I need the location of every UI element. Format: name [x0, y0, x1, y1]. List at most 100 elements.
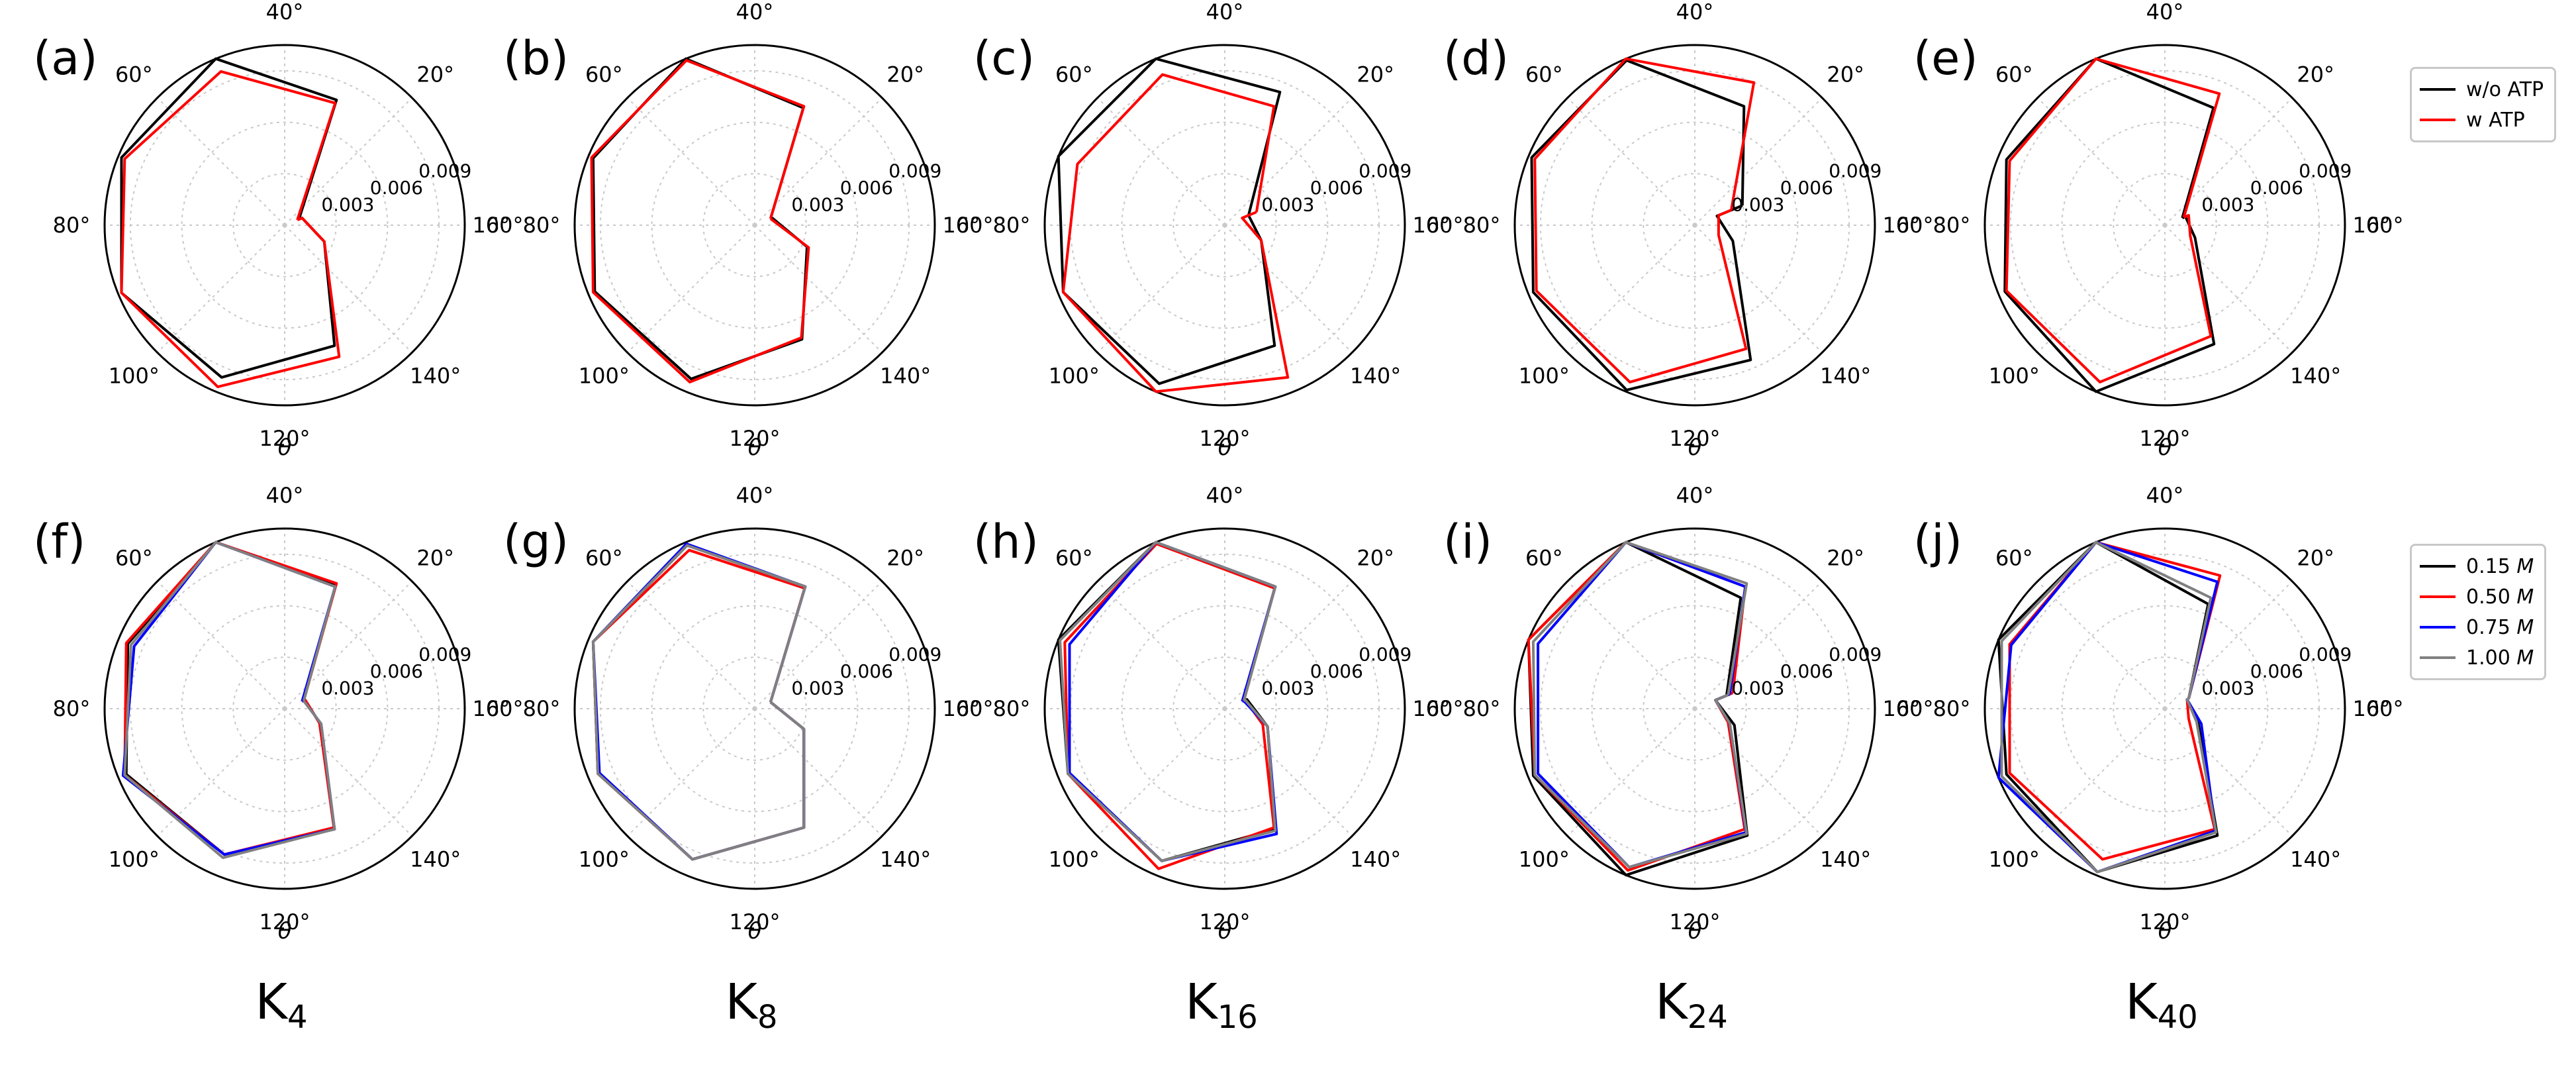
angle-tick-label: 120°: [259, 426, 310, 451]
series-line: [591, 57, 808, 381]
angle-tick-label: 140°: [2290, 847, 2341, 872]
theta-axis-label: θ: [1218, 434, 1232, 461]
radial-tick-label: 0.009: [2299, 644, 2352, 666]
angle-tick-label: 160°: [472, 696, 523, 721]
angle-tick-label: 20°: [1827, 545, 1864, 570]
angular-gridline: [284, 225, 413, 354]
radial-gridline: [1172, 173, 1277, 278]
angle-tick-label: 140°: [2290, 364, 2341, 389]
angle-tick-label: 160°: [1412, 696, 1463, 721]
angle-tick-label: 80°: [523, 213, 561, 238]
angular-gridline: [1096, 97, 1225, 226]
legend-label: 0.50 M: [2466, 585, 2534, 609]
angle-tick-label: 40°: [1676, 0, 1714, 25]
legend-label: w/o ATP: [2466, 77, 2544, 101]
radial-gridline: [1539, 553, 1850, 864]
radial-tick-label: 0.009: [1359, 644, 1411, 666]
series-line: [1063, 542, 1276, 870]
radial-gridline: [181, 121, 389, 329]
column-label-k8: K8: [652, 974, 851, 1036]
angle-tick-label: 140°: [410, 364, 461, 389]
angle-tick-label: 80°: [993, 696, 1031, 721]
angular-gridline: [626, 580, 755, 709]
radial-tick-label: 0.003: [321, 194, 374, 216]
angular-gridline: [626, 97, 755, 226]
angular-gridline: [284, 708, 413, 837]
column-label-k16: K16: [1122, 974, 1321, 1036]
legend-unit: M: [2516, 615, 2534, 639]
radial-gridline: [1539, 70, 1850, 381]
angle-tick-label: 100°: [579, 364, 630, 389]
legend-swatch: [2420, 656, 2456, 659]
angle-tick-label: 60°: [1995, 545, 2033, 570]
series-line: [1997, 540, 2219, 874]
angle-tick-label: 60°: [585, 62, 623, 87]
angular-gridline: [2036, 580, 2166, 709]
radial-tick-label: 0.003: [321, 678, 374, 699]
angle-tick-label: 120°: [2139, 909, 2190, 935]
radial-tick-label: 0.006: [840, 660, 893, 682]
polar-panel: 0° 20° 40° 60° 80° 100° 120° 140° 160° 0.0030.006…: [33, 0, 524, 461]
angle-tick-label: 120°: [1669, 909, 1720, 935]
angle-tick-label: 120°: [1199, 426, 1250, 451]
angle-tick-label: 40°: [736, 483, 774, 508]
angle-tick-label: 60°: [1055, 545, 1093, 570]
angle-tick-label: 0°: [1426, 696, 1450, 721]
polar-frame: [1983, 527, 2346, 890]
angle-tick-label: 40°: [266, 483, 304, 508]
series-line: [1997, 540, 2219, 874]
radial-tick-label: 0.003: [2201, 678, 2254, 699]
radial-tick-label: 0.006: [370, 177, 423, 199]
theta-axis-label: θ: [2158, 434, 2172, 461]
angle-tick-label: 0°: [1896, 696, 1920, 721]
legend-label: 0.75 M: [2466, 616, 2534, 639]
angle-tick-label: 20°: [886, 62, 924, 87]
angle-tick-label: 40°: [1206, 483, 1244, 508]
angle-tick-label: 160°: [1882, 213, 1933, 238]
series-line: [1531, 540, 1748, 869]
theta-axis-label: θ: [278, 434, 292, 461]
angular-gridline: [2036, 97, 2166, 226]
angle-tick-label: 40°: [1676, 483, 1714, 508]
angle-tick-label: 120°: [2139, 426, 2190, 451]
column-label-k4: K4: [182, 974, 381, 1036]
angular-gridline: [1224, 708, 1353, 837]
polar-frame: [1513, 527, 1876, 890]
radial-tick-label: 0.006: [1310, 177, 1363, 199]
legend-entry: w/o ATP: [2420, 74, 2544, 105]
angle-tick-label: 160°: [942, 213, 993, 238]
angular-gridline: [1224, 225, 1353, 354]
angle-tick-label: 20°: [1357, 62, 1394, 87]
angle-tick-label: 0°: [956, 213, 980, 238]
angle-tick-label: 40°: [736, 0, 774, 25]
legend-label: w ATP: [2466, 108, 2525, 132]
angular-gridline: [2164, 225, 2293, 354]
theta-axis-label: θ: [1218, 918, 1232, 944]
radial-gridline: [599, 553, 910, 864]
radial-gridline: [1121, 121, 1329, 329]
legend-unit: M: [2516, 646, 2534, 670]
angle-tick-label: 20°: [1827, 62, 1864, 87]
angle-tick-label: 120°: [729, 426, 780, 451]
radial-tick-label: 0.003: [1731, 194, 1784, 216]
polar-frame: [1513, 44, 1876, 407]
theta-axis-label: θ: [2158, 918, 2172, 944]
angular-gridline: [1096, 580, 1225, 709]
series-line: [1059, 540, 1277, 862]
series-line: [1530, 59, 1752, 391]
angle-tick-label: 140°: [1350, 847, 1401, 872]
series-line: [120, 70, 341, 389]
angular-gridline: [1566, 708, 1695, 837]
legend-label: 0.15 M: [2466, 555, 2534, 578]
radial-tick-label: 0.009: [418, 644, 471, 666]
angular-gridline: [1566, 97, 1695, 226]
polar-panel: 0° 20° 40° 60° 80° 100° 120° 140° 160° 0.0030.006…: [33, 483, 524, 944]
angle-tick-label: 140°: [880, 364, 931, 389]
series-line: [591, 544, 807, 861]
angle-tick-label: 160°: [942, 696, 993, 721]
angle-tick-label: 160°: [1882, 696, 1933, 721]
legend-swatch: [2420, 119, 2456, 121]
column-label-base: K: [1655, 974, 1688, 1031]
angle-tick-label: 60°: [1525, 545, 1563, 570]
legend-atp: w/o ATP w ATP: [2410, 67, 2557, 142]
